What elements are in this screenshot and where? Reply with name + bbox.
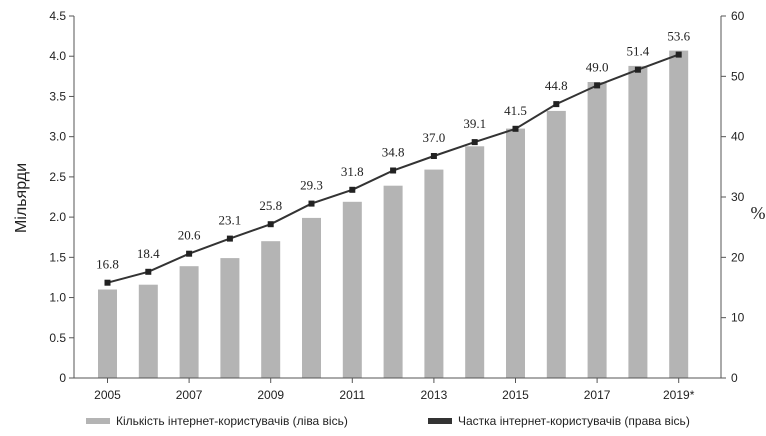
bar-2012 [383, 185, 403, 378]
y-tick-label-left: 0.5 [49, 331, 66, 345]
bar-2019* [669, 50, 689, 378]
bar-2013 [424, 169, 444, 378]
y-tick-label-right: 20 [731, 250, 745, 264]
y-tick-label-left: 3.5 [49, 89, 66, 103]
share-point-2009 [267, 221, 274, 228]
x-tick-label: 2017 [584, 388, 611, 402]
bar-2011 [342, 201, 362, 378]
y-tick-label-left: 2.5 [49, 170, 66, 184]
y-tick-label-right: 0 [731, 371, 738, 385]
y-tick-label-right: 30 [731, 190, 745, 204]
share-label-2011: 31.8 [341, 164, 364, 179]
x-tick-label: 2009 [257, 388, 284, 402]
share-label-2018: 51.4 [627, 44, 650, 59]
y-tick-label-left: 4.5 [49, 9, 66, 23]
x-tick-label: 2019* [663, 388, 695, 402]
share-label-2005: 16.8 [96, 257, 119, 272]
y-tick-label-left: 2.0 [49, 210, 66, 224]
y-tick-label-left: 0 [59, 371, 66, 385]
share-label-2006: 18.4 [137, 246, 160, 261]
legend-swatch-bars [86, 418, 110, 424]
share-label-2015: 41.5 [504, 103, 527, 118]
legend-item-bars: Кількість інтернет-користувачів (ліва ві… [86, 414, 348, 428]
share-label-2008: 23.1 [219, 213, 242, 228]
x-tick-label: 2007 [176, 388, 203, 402]
share-label-2019*: 53.6 [667, 29, 690, 44]
bar-2009 [261, 241, 281, 378]
share-point-2017 [594, 82, 601, 89]
y-tick-label-left: 3.0 [49, 130, 66, 144]
bar-2010 [302, 217, 321, 378]
legend-item-line: Частка інтернет-користувачів (права вісь… [428, 414, 690, 428]
bars [98, 50, 689, 379]
share-point-2019* [675, 51, 682, 58]
share-point-2018 [634, 66, 641, 73]
share-point-2016 [553, 101, 560, 108]
y-tick-label-left: 1.0 [49, 291, 66, 305]
y-tick-label-right: 10 [731, 311, 745, 325]
x-tick-label: 2013 [421, 388, 448, 402]
share-label-2010: 29.3 [300, 178, 323, 193]
x-tick-label: 2015 [502, 388, 529, 402]
share-point-2015 [512, 125, 519, 132]
bar-2017 [587, 82, 607, 378]
share-point-2013 [430, 153, 437, 159]
x-tick-label: 2005 [94, 388, 121, 402]
bar-2014 [465, 146, 485, 378]
y-tick-label-right: 50 [731, 69, 745, 83]
axes: 0 0.5 1.0 1.5 2.0 2.5 3.0 3.5 4.0 4.5 0 10 20 30 40 50 6… [49, 9, 744, 402]
share-label-2017: 49.0 [586, 59, 609, 74]
share-point-2010 [308, 200, 315, 207]
legend-label-bars: Кількість інтернет-користувачів (ліва ві… [116, 414, 348, 428]
y-tick-label-right: 40 [731, 130, 745, 144]
share-label-2009: 25.8 [259, 198, 282, 213]
y-axis-label-right: % [751, 203, 766, 223]
y-axis-label-left: Мільярди [13, 163, 30, 233]
bar-2018 [628, 65, 648, 379]
y-tick-label-left: 1.5 [49, 250, 66, 264]
share-label-2007: 20.6 [178, 228, 201, 243]
share-point-2007 [186, 250, 193, 257]
bar-2006 [138, 284, 158, 378]
value-labels: 16.8 18.4 20.6 23.1 25.8 29.3 31.8 34.8 37.0 39.1… [96, 29, 690, 272]
share-point-2006 [145, 268, 152, 275]
share-point-2011 [349, 186, 356, 193]
share-label-2014: 39.1 [463, 116, 486, 131]
y-tick-label-left: 4.0 [49, 49, 66, 63]
bar-2015 [506, 128, 525, 378]
share-line-layer [104, 51, 682, 286]
bar-2005 [98, 289, 117, 378]
share-point-2005 [104, 279, 111, 286]
share-label-2013: 37.0 [423, 130, 446, 145]
bar-2016 [546, 110, 566, 379]
bar-2008 [220, 258, 240, 378]
share-label-2016: 44.8 [545, 78, 568, 93]
legend-label-line: Частка інтернет-користувачів (права вісь… [458, 414, 690, 428]
bar-2007 [179, 266, 199, 378]
x-tick-label: 2011 [339, 388, 365, 402]
share-point-2008 [226, 235, 233, 242]
legend: Кількість інтернет-користувачів (ліва ві… [0, 414, 766, 434]
share-point-2012 [390, 167, 397, 174]
share-point-2014 [471, 139, 478, 146]
legend-swatch-line [428, 418, 452, 424]
share-label-2012: 34.8 [382, 145, 405, 160]
y-tick-label-right: 60 [731, 9, 745, 23]
